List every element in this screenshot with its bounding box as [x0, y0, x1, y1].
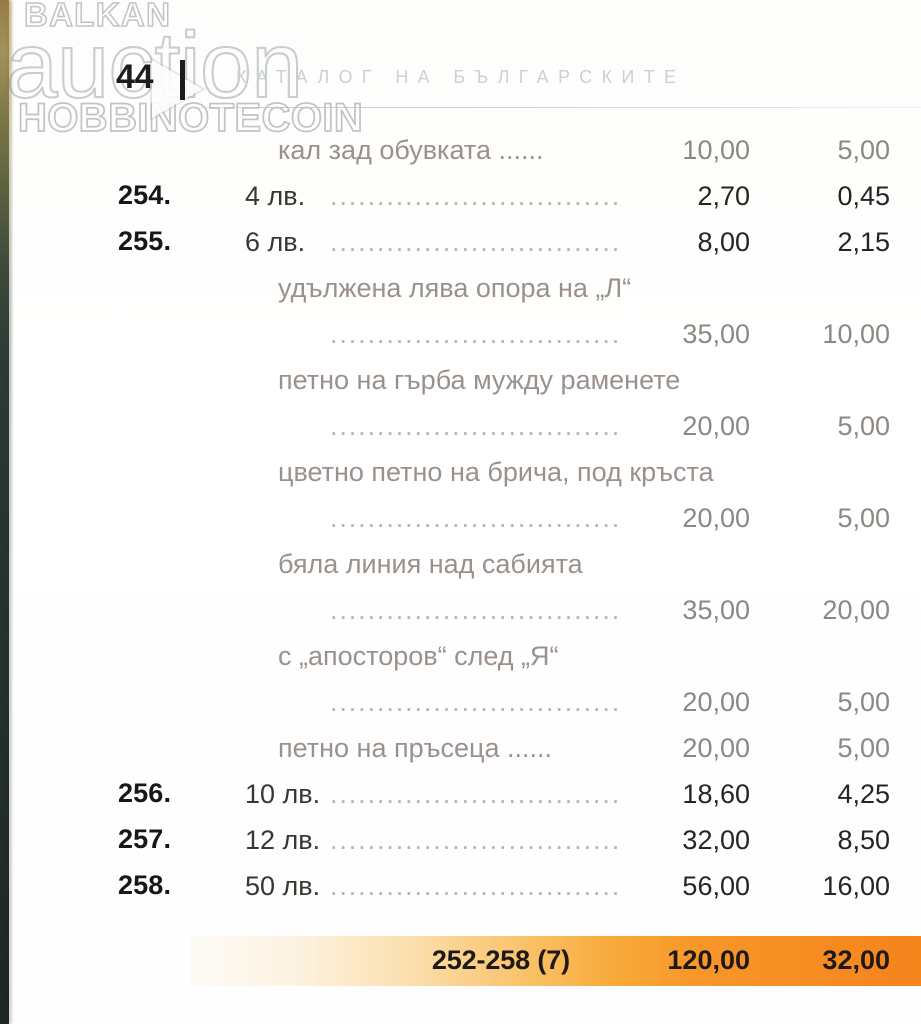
catalog-row: 254. 4 лв................................…: [0, 180, 921, 226]
row-number: 257.: [118, 824, 172, 854]
row-number: 254.: [118, 180, 172, 210]
row-dot-leader: ..................................: [330, 319, 620, 349]
row-price-2: 5,00: [837, 687, 890, 717]
row-number: 258.: [118, 870, 172, 900]
row-dot-leader: ..................................: [330, 181, 620, 211]
row-price-1: 56,00: [682, 871, 750, 901]
row-price-2: 4,25: [837, 779, 890, 809]
row-price-1: 10,00: [682, 135, 750, 165]
row-price-1: 20,00: [682, 733, 750, 763]
row-description: бяла линия над сабията: [278, 549, 583, 579]
summary-total-1: 120,00: [667, 945, 750, 975]
row-description: цветно петно на брича, под кръста: [278, 457, 714, 487]
row-price-1: 8,00: [697, 227, 750, 257]
row-price-1: 35,00: [682, 595, 750, 625]
row-price-1: 2,70: [697, 181, 750, 211]
catalog-row: бяла линия над сабията: [0, 548, 921, 594]
row-dot-leader: ................................: [330, 779, 620, 809]
header-divider: [180, 60, 185, 100]
catalog-row: с „апосторов“ след „Я“: [0, 640, 921, 686]
row-price-1: 20,00: [682, 503, 750, 533]
row-item-label: 50 лв.: [245, 871, 321, 901]
scan-edge-soft: [7, 0, 12, 1024]
catalog-row: цветно петно на брича, под кръста: [0, 456, 921, 502]
row-price-2: 5,00: [837, 503, 890, 533]
row-dot-leader: ..................................: [330, 411, 620, 441]
summary-bar: 252-258 (7) 120,00 32,00: [190, 936, 921, 986]
scan-edge-strip: [0, 0, 9, 1024]
catalog-row: .................................. 35,00 2…: [0, 594, 921, 640]
row-dot-leader: ...............................: [330, 871, 620, 901]
row-description: петно на пръсеца ......: [278, 733, 552, 763]
catalog-row: удължена лява опора на „Л“: [0, 272, 921, 318]
row-description: с „апосторов“ след „Я“: [278, 641, 559, 671]
row-price-1: 20,00: [682, 687, 750, 717]
page-header: 44 КАТАЛОГ НА БЪЛГАРСКИТЕ: [0, 58, 921, 104]
row-price-1: 35,00: [682, 319, 750, 349]
page-number: 44: [116, 58, 154, 96]
row-item-label: 6 лв.: [245, 227, 306, 257]
catalog-row: 256. 10 лв...............................…: [0, 778, 921, 824]
row-price-2: 5,00: [837, 411, 890, 441]
watermark-line-balkan: BALKAN: [23, 0, 172, 34]
catalog-list: кал зад обувката ...... 10,00 5,00 254. 4 лв…: [0, 134, 921, 916]
header-rule: [176, 107, 921, 108]
row-dot-leader: ...............................: [330, 825, 620, 855]
row-dot-leader: ..................................: [330, 503, 620, 533]
catalog-row: кал зад обувката ...... 10,00 5,00: [0, 134, 921, 180]
row-item-label: 12 лв.: [245, 825, 321, 855]
row-description: кал зад обувката ......: [278, 135, 544, 165]
catalog-row: .................................. 35,00 1…: [0, 318, 921, 364]
row-price-2: 5,00: [837, 135, 890, 165]
row-price-2: 0,45: [837, 181, 890, 211]
row-number: 255.: [118, 226, 172, 256]
row-item-label: 10 лв.: [245, 779, 321, 809]
row-dot-leader: ..................................: [330, 687, 620, 717]
row-price-2: 8,50: [837, 825, 890, 855]
row-price-1: 20,00: [682, 411, 750, 441]
catalog-row: 257. 12 лв...............................…: [0, 824, 921, 870]
summary-range: 252-258 (7): [431, 945, 570, 975]
row-price-2: 16,00: [822, 871, 890, 901]
catalog-row: .................................. 20,00 5…: [0, 410, 921, 456]
catalog-row: .................................. 20,00 5…: [0, 502, 921, 548]
row-price-2: 20,00: [822, 595, 890, 625]
catalog-row: 258. 50 лв...............................…: [0, 870, 921, 916]
catalog-row: петно на гърба мужду раменете: [0, 364, 921, 410]
catalog-row: петно на пръсеца ...... 20,00 5,00: [0, 732, 921, 778]
row-description: удължена лява опора на „Л“: [278, 273, 632, 303]
row-item-label: 4 лв.: [245, 181, 306, 211]
row-price-2: 5,00: [837, 733, 890, 763]
catalog-row: 255. 6 лв................................…: [0, 226, 921, 272]
row-price-1: 18,60: [682, 779, 750, 809]
row-description: петно на гърба мужду раменете: [278, 365, 681, 395]
row-price-2: 2,15: [837, 227, 890, 257]
row-number: 256.: [118, 778, 172, 808]
page-title: КАТАЛОГ НА БЪЛГАРСКИТЕ: [236, 67, 686, 87]
row-price-1: 32,00: [682, 825, 750, 855]
row-dot-leader: ..................................: [330, 595, 620, 625]
row-price-2: 10,00: [822, 319, 890, 349]
catalog-row: .................................. 20,00 5…: [0, 686, 921, 732]
row-dot-leader: ..................................: [330, 227, 620, 257]
summary-total-2: 32,00: [822, 945, 890, 975]
